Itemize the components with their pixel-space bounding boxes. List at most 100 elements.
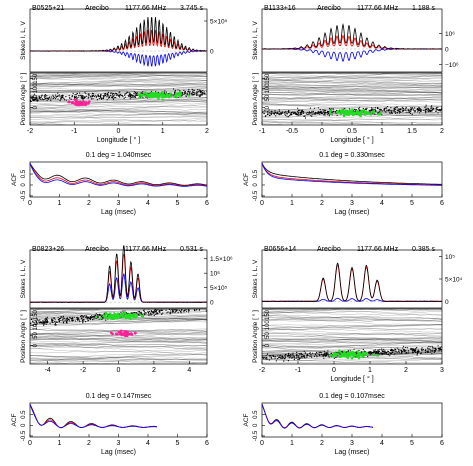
pa-point bbox=[435, 107, 437, 109]
pa-green-point bbox=[107, 314, 110, 317]
pa-point bbox=[74, 94, 76, 96]
pa-point bbox=[402, 347, 404, 349]
pa-point bbox=[414, 111, 416, 113]
pa-point bbox=[121, 94, 123, 97]
pa-point bbox=[43, 324, 45, 326]
pa-point bbox=[382, 350, 384, 352]
pa-point bbox=[322, 355, 324, 357]
pa-point bbox=[120, 95, 122, 97]
pa-point bbox=[79, 92, 81, 94]
pa-green-point bbox=[148, 93, 151, 96]
pa-point bbox=[35, 96, 37, 98]
pa-track bbox=[30, 112, 207, 118]
pa-point bbox=[437, 347, 439, 349]
pa-point bbox=[297, 109, 300, 112]
pa-point bbox=[133, 92, 135, 95]
pa-point bbox=[51, 319, 53, 322]
pa-point bbox=[35, 321, 38, 323]
pa-point bbox=[44, 321, 46, 323]
pa-point bbox=[301, 112, 303, 114]
pa-point bbox=[390, 110, 392, 112]
acf-xtick-label: 5 bbox=[176, 200, 180, 207]
pa-point bbox=[314, 354, 316, 356]
pa-magenta-point bbox=[88, 100, 91, 103]
pa-point bbox=[277, 357, 279, 360]
pa-point bbox=[372, 350, 374, 352]
pa-point bbox=[55, 94, 57, 96]
pa-track bbox=[30, 102, 207, 111]
pa-track bbox=[262, 85, 442, 94]
pa-track bbox=[262, 361, 442, 364]
pa-point bbox=[205, 310, 207, 312]
pa-xtick-label: -2 bbox=[80, 367, 86, 374]
pa-green-point bbox=[331, 354, 334, 358]
pa-point bbox=[196, 306, 197, 307]
pa-green-point bbox=[356, 350, 359, 353]
pa-point bbox=[388, 110, 390, 112]
pa-green-point bbox=[342, 109, 345, 112]
pa-track bbox=[262, 74, 442, 80]
pa-track bbox=[30, 87, 207, 93]
pa-point bbox=[82, 315, 84, 318]
pa-point bbox=[313, 355, 316, 357]
pa-point bbox=[90, 316, 93, 319]
pa-point bbox=[321, 352, 323, 354]
pa-point bbox=[99, 95, 101, 98]
pa-point bbox=[321, 354, 323, 356]
pa-point bbox=[306, 356, 308, 358]
pa-point bbox=[296, 354, 298, 356]
pa-point bbox=[410, 347, 412, 350]
pa-green-point bbox=[349, 353, 352, 356]
pa-point bbox=[425, 104, 427, 106]
pa-point bbox=[51, 318, 53, 320]
pa-point bbox=[319, 111, 321, 113]
pa-point bbox=[275, 355, 277, 358]
pa-point bbox=[88, 317, 90, 319]
pa-point bbox=[297, 355, 299, 357]
pa-point bbox=[133, 96, 135, 98]
pa-point bbox=[202, 92, 204, 94]
pa-point bbox=[437, 106, 439, 109]
pa-point bbox=[174, 312, 176, 314]
pa-point bbox=[111, 97, 113, 99]
pa-green-point bbox=[343, 114, 346, 118]
pa-point bbox=[137, 311, 139, 313]
pa-point bbox=[298, 353, 300, 355]
pa-green-point bbox=[104, 316, 107, 319]
pa-point bbox=[42, 321, 44, 323]
pa-point bbox=[276, 112, 278, 114]
pa-green-point bbox=[165, 93, 169, 96]
pa-green-point bbox=[376, 354, 379, 357]
pa-point bbox=[416, 354, 418, 356]
pa-point bbox=[414, 110, 416, 112]
pa-point bbox=[292, 352, 294, 354]
pa-point bbox=[308, 112, 310, 114]
pa-track bbox=[30, 118, 207, 124]
pa-point bbox=[300, 352, 302, 354]
pa-point bbox=[289, 354, 292, 356]
pa-point bbox=[158, 307, 159, 308]
pa-point bbox=[44, 94, 47, 96]
pa-green-point bbox=[379, 112, 382, 115]
pa-point bbox=[297, 358, 299, 360]
pa-point bbox=[43, 322, 45, 324]
pa-point bbox=[110, 92, 112, 94]
pa-point bbox=[320, 112, 323, 115]
pa-point bbox=[297, 110, 299, 112]
pa-point bbox=[106, 96, 108, 98]
pa-green-point bbox=[155, 95, 158, 98]
pa-ytick-label: 100 bbox=[265, 83, 271, 94]
pa-point bbox=[54, 321, 56, 323]
pa-green-point bbox=[121, 313, 124, 316]
pa-xtick-label: -1 bbox=[259, 128, 265, 135]
pa-green-point bbox=[357, 355, 361, 358]
pa-track bbox=[30, 353, 207, 357]
pa-track bbox=[262, 315, 442, 321]
acf-ytick-label: 0 bbox=[21, 423, 27, 427]
pa-green-point bbox=[358, 114, 361, 117]
pa-point bbox=[97, 95, 100, 97]
pa-point bbox=[431, 345, 433, 348]
pa-track bbox=[262, 80, 442, 87]
pa-point bbox=[409, 110, 412, 112]
pa-point bbox=[71, 316, 73, 318]
